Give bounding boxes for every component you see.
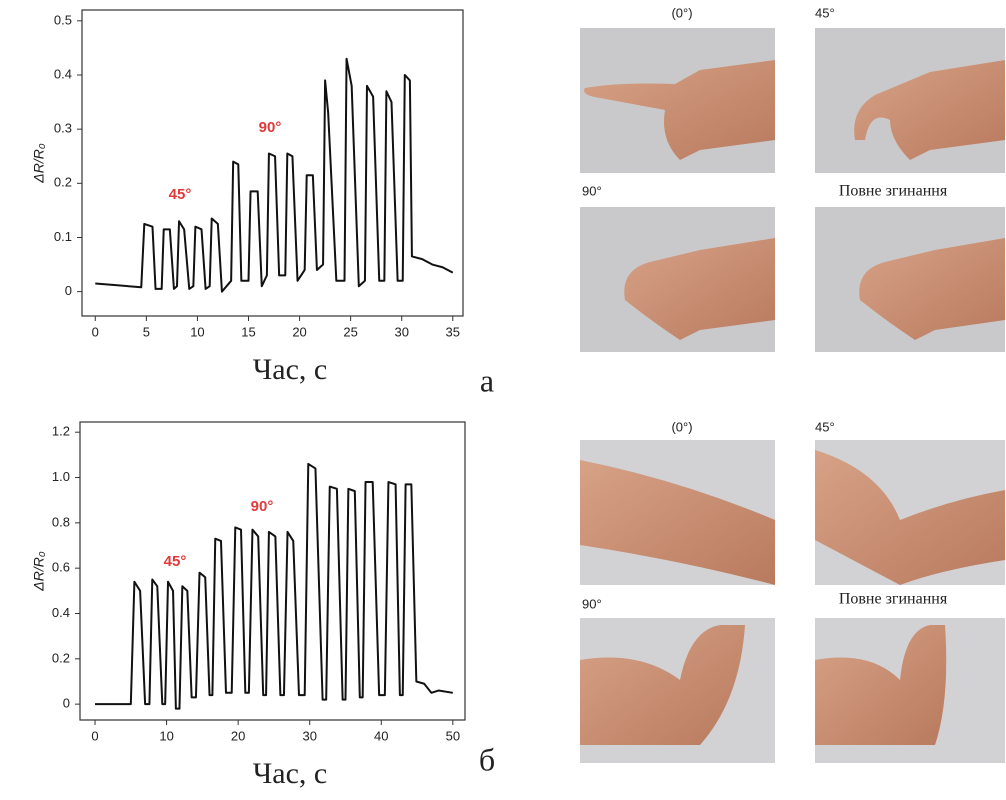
photo-label: 90° [582, 183, 602, 198]
x-tick-label: 30 [302, 728, 316, 743]
x-tick-label: 20 [231, 728, 245, 743]
x-tick-label: 10 [159, 728, 173, 743]
x-tick-label: 30 [394, 324, 408, 339]
x-tick-label: 0 [92, 324, 99, 339]
annotation: 45° [164, 553, 187, 570]
x-tick-label: 5 [143, 324, 150, 339]
y-tick-label: 0.3 [54, 121, 72, 136]
y-axis-label: ΔR/R₀ [31, 551, 47, 592]
y-tick-label: 0.6 [52, 560, 70, 575]
y-tick-label: 0.5 [54, 12, 72, 27]
x-tick-label: 0 [91, 728, 98, 743]
photo-label: (0°) [671, 419, 692, 434]
page: 0 5 10 15 20 25 30 35 0 0.1 0.2 0.3 0.4 0.5 ΔR/R₀ Час, … [0, 0, 1006, 800]
figure: 0 5 10 15 20 25 30 35 0 0.1 0.2 0.3 0.4 0.5 ΔR/R₀ Час, … [0, 0, 1006, 800]
y-tick-label: 0.4 [52, 605, 70, 620]
x-tick-label: 15 [241, 324, 255, 339]
y-tick-label: 1.0 [52, 469, 70, 484]
photo-label: Повне згинання [839, 183, 948, 200]
data-line [95, 464, 453, 709]
photo-label: 45° [815, 419, 835, 434]
y-tick-label: 0.1 [54, 229, 72, 244]
x-tick-label: 10 [190, 324, 204, 339]
y-tick-label: 0 [65, 283, 72, 298]
y-tick-label: 0.2 [54, 175, 72, 190]
y-axis-label: ΔR/R₀ [31, 143, 47, 184]
y-tick-label: 1.2 [52, 424, 70, 439]
annotation: 90° [259, 119, 282, 136]
photo-label: 45° [815, 5, 835, 20]
x-tick-label: 20 [292, 324, 306, 339]
photo-label: (0°) [671, 5, 692, 20]
x-tick-label: 40 [374, 728, 388, 743]
photo-label: 90° [582, 596, 602, 611]
x-tick-label: 35 [446, 324, 460, 339]
x-axis-label: Час, с [253, 353, 327, 386]
x-tick-label: 25 [343, 324, 357, 339]
y-tick-label: 0 [63, 696, 70, 711]
x-axis-label: Час, с [253, 757, 327, 790]
x-tick-label: 50 [446, 728, 460, 743]
y-tick-label: 0.8 [52, 514, 70, 529]
data-line [95, 59, 453, 292]
photo-label: Повне згинання [839, 591, 948, 608]
plot-frame [80, 422, 465, 720]
annotation: 90° [251, 498, 274, 515]
y-tick-label: 0.2 [52, 650, 70, 665]
panel-label: б [479, 741, 495, 777]
plot-frame [82, 10, 463, 316]
panel-label: а [480, 362, 494, 398]
annotation: 45° [169, 186, 192, 203]
y-tick-label: 0.4 [54, 66, 72, 81]
